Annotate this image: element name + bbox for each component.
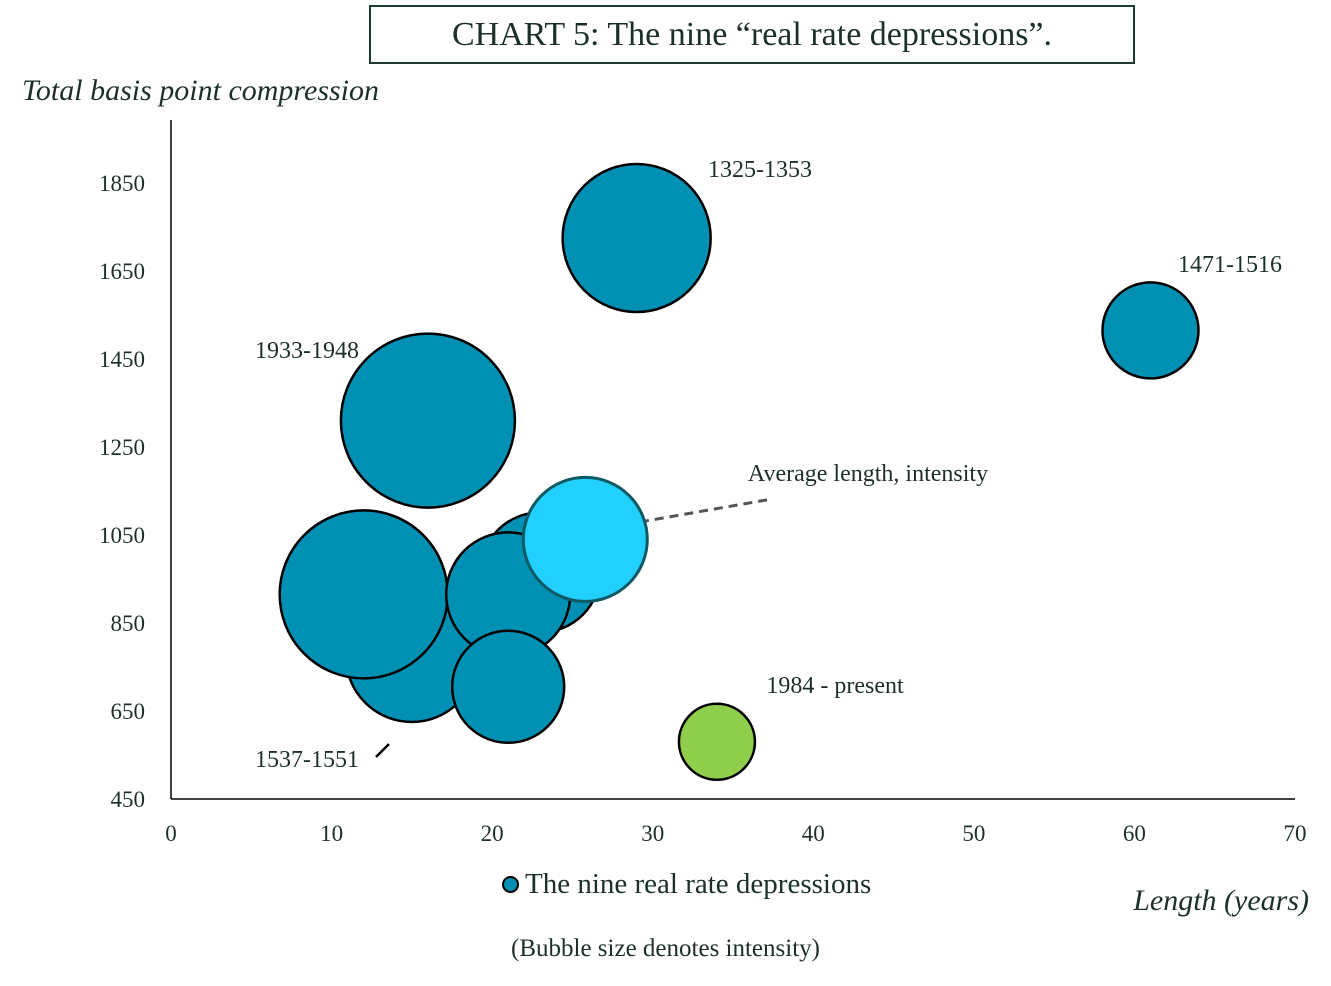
- legend-marker-icon: [502, 876, 519, 893]
- bubble: [677, 702, 757, 782]
- y-tick-label: 1650: [99, 259, 145, 284]
- average-leader-line: [639, 497, 773, 524]
- y-tick-label: 650: [111, 699, 146, 724]
- x-tick-label: 70: [1284, 821, 1307, 846]
- x-tick-label: 40: [802, 821, 825, 846]
- bubble-label: 1471-1516: [1178, 252, 1282, 278]
- chart-title: CHART 5: The nine “real rate depressions…: [369, 5, 1135, 64]
- y-axis-title: Total basis point compression: [22, 74, 379, 107]
- bubbles: [278, 162, 1200, 782]
- bubble-label: 1933-1948: [255, 338, 359, 364]
- data-labels: 1325-1353 1471-1516 1933-1948 1537-1551 1984…: [255, 157, 1282, 773]
- legend: The nine real rate depressions: [502, 868, 871, 901]
- x-tick-label: 60: [1123, 821, 1146, 846]
- y-tick-label: 1850: [99, 171, 145, 196]
- label-leader-line: [375, 743, 390, 758]
- bubble: [339, 332, 517, 509]
- y-tick-label: 450: [111, 787, 146, 812]
- y-tick-label: 1050: [99, 523, 145, 548]
- axes: 0 10 20 30 40 50 60 70 450 650 850 1050 1250 1450 1650…: [99, 120, 1307, 846]
- bubble: [278, 509, 449, 680]
- x-tick-label: 30: [641, 821, 664, 846]
- bubble-size-note: (Bubble size denotes intensity): [511, 935, 820, 962]
- bubble-label: 1537-1551: [255, 747, 359, 773]
- x-tick-label: 50: [962, 821, 985, 846]
- x-axis-title: Length (years): [1133, 884, 1309, 917]
- bubble: [450, 629, 566, 745]
- bubble: [521, 475, 649, 603]
- bubble-label: 1325-1353: [708, 157, 812, 183]
- bubble-label: 1984 - present: [766, 673, 904, 699]
- x-tick-label: 10: [320, 821, 343, 846]
- x-tick-label: 0: [165, 821, 177, 846]
- y-tick-label: 1250: [99, 435, 145, 460]
- bubble: [561, 162, 712, 314]
- x-tick-label: 20: [481, 821, 504, 846]
- y-tick-label: 1450: [99, 347, 145, 372]
- bubble-label: Average length, intensity: [748, 461, 988, 487]
- legend-label: The nine real rate depressions: [525, 868, 872, 900]
- y-tick-label: 850: [111, 611, 146, 636]
- bubble: [1101, 281, 1200, 380]
